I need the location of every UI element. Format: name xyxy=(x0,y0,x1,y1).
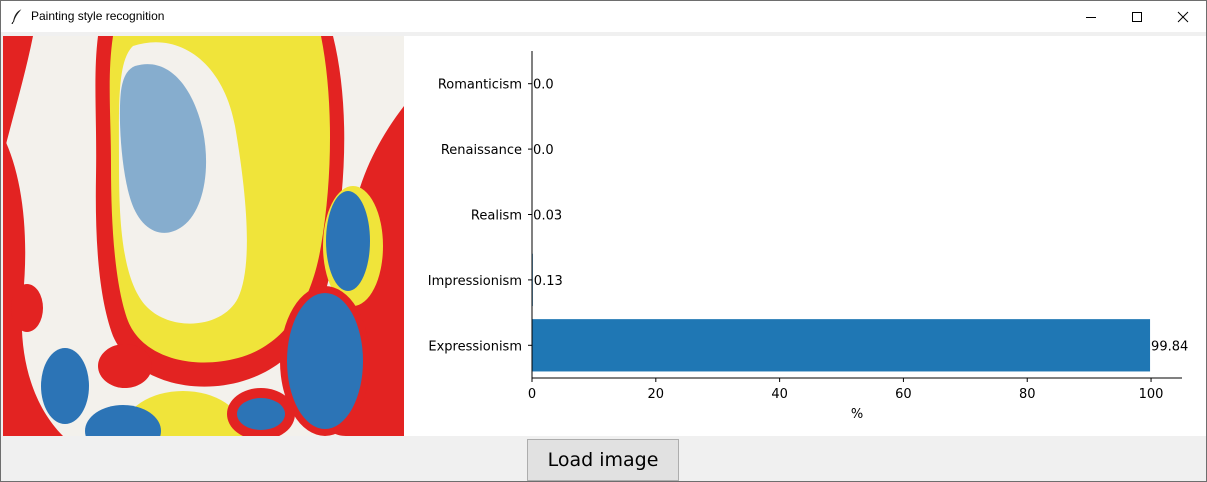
x-axis-label: % xyxy=(851,407,863,422)
bar-value-label: 0.0 xyxy=(533,143,554,158)
y-tick-label: Romanticism xyxy=(438,78,522,93)
red-shape xyxy=(3,136,63,436)
red-shape xyxy=(3,36,33,156)
painting-artwork xyxy=(3,36,404,436)
blue-wash-shape xyxy=(119,64,207,233)
x-tick-label: 40 xyxy=(771,387,788,402)
x-tick-label: 0 xyxy=(528,387,536,402)
x-tick-label: 60 xyxy=(895,387,912,402)
bar-value-label: 99.84 xyxy=(1151,339,1188,354)
painting-image xyxy=(3,36,404,436)
y-tick-label: Renaissance xyxy=(441,143,522,158)
red-oval xyxy=(98,344,152,388)
close-icon xyxy=(1177,11,1189,22)
bar-value-label: 0.0 xyxy=(533,78,554,93)
bars-layer xyxy=(532,188,1151,372)
x-tick-label: 80 xyxy=(1019,387,1036,402)
blue-oval xyxy=(85,405,161,436)
minimize-icon xyxy=(1086,16,1096,18)
ticks-layer: Romanticism 0.0 Renaissance 0.0 Realism 0.03 I… xyxy=(428,78,1188,402)
y-tick-label: Impressionism xyxy=(428,274,522,289)
blue-oval xyxy=(11,284,43,332)
bar-chart: Romanticism 0.0 Renaissance 0.0 Realism 0.03 I… xyxy=(428,51,1188,422)
toolbar-gap xyxy=(1,32,1206,36)
blue-oval xyxy=(41,348,89,424)
window-title: Painting style recognition xyxy=(31,9,165,23)
bar-value-label: 0.13 xyxy=(534,274,563,289)
blue-oval xyxy=(237,398,285,430)
y-tick-label: Expressionism xyxy=(428,339,522,354)
minimize-button[interactable] xyxy=(1068,1,1114,32)
maximize-icon xyxy=(1132,11,1142,22)
y-tick-label: Realism xyxy=(471,209,522,224)
bar-value-label: 0.03 xyxy=(533,209,562,224)
x-tick-label: 100 xyxy=(1139,387,1164,402)
blue-oval xyxy=(326,191,370,291)
blue-oval xyxy=(287,293,363,429)
title-bar[interactable]: Painting style recognition xyxy=(1,1,1206,32)
feather-icon xyxy=(11,8,23,24)
prediction-chart: Romanticism 0.0 Renaissance 0.0 Realism 0.03 I… xyxy=(404,36,1206,436)
bar-expressionism xyxy=(532,319,1151,372)
maximize-button[interactable] xyxy=(1114,1,1160,32)
close-button[interactable] xyxy=(1160,1,1206,32)
load-image-button[interactable]: Load image xyxy=(527,439,679,481)
x-tick-label: 20 xyxy=(648,387,665,402)
